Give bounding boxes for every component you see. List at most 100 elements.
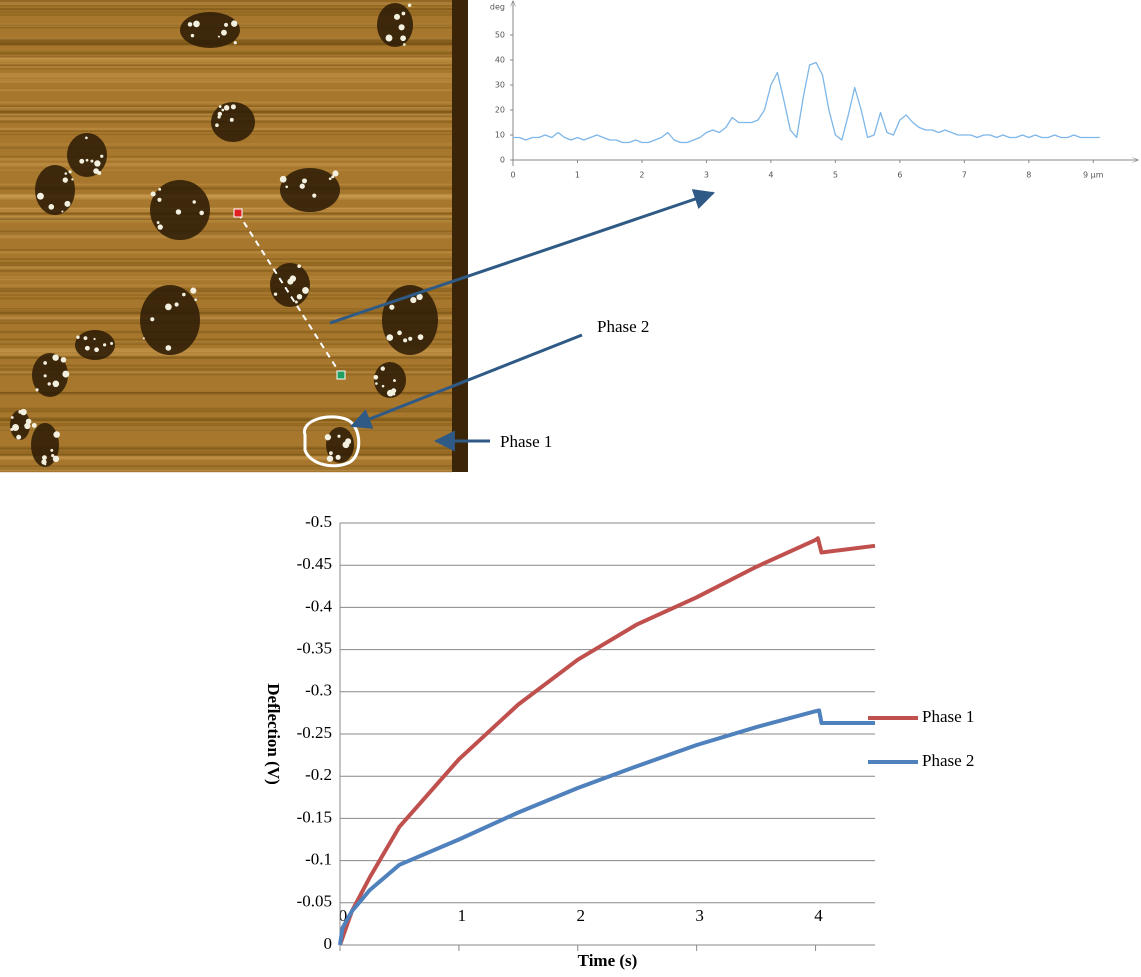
texture xyxy=(0,56,452,58)
texture xyxy=(0,187,452,190)
speck xyxy=(285,185,288,189)
speck xyxy=(157,224,163,230)
speck xyxy=(64,200,71,207)
speck xyxy=(84,346,88,350)
y-axis-title: deg xyxy=(490,3,505,12)
texture xyxy=(0,60,452,63)
texture xyxy=(0,310,452,312)
texture xyxy=(0,158,452,161)
arrow xyxy=(350,333,583,429)
speck xyxy=(385,34,393,42)
start-marker xyxy=(233,208,243,218)
texture xyxy=(0,316,452,320)
x-tick-label: 1 xyxy=(458,906,467,925)
y-tick-label: 0 xyxy=(500,156,505,165)
texture xyxy=(0,67,452,70)
speck xyxy=(397,330,402,336)
texture xyxy=(0,446,452,450)
speck xyxy=(50,448,54,452)
speck xyxy=(297,264,302,269)
texture xyxy=(0,212,452,215)
texture xyxy=(0,215,452,219)
texture xyxy=(0,368,452,371)
texture xyxy=(0,465,452,468)
texture xyxy=(0,169,452,171)
grain xyxy=(140,285,200,355)
texture xyxy=(0,11,452,14)
speck xyxy=(386,334,394,341)
grain xyxy=(270,263,310,307)
speck xyxy=(296,293,303,300)
texture xyxy=(0,80,452,83)
speck xyxy=(31,422,37,428)
speck xyxy=(83,336,88,341)
texture xyxy=(0,338,452,341)
texture xyxy=(0,58,452,61)
phase2-outline xyxy=(303,415,361,468)
texture xyxy=(0,7,452,11)
texture xyxy=(0,347,452,350)
texture xyxy=(0,427,452,431)
speck xyxy=(217,115,221,119)
x-tick-label: 7 xyxy=(962,171,967,180)
speck xyxy=(221,108,225,112)
y-tick-label: 40 xyxy=(495,56,505,65)
texture xyxy=(0,232,452,234)
texture xyxy=(0,196,452,200)
y-tick-label: -0.5 xyxy=(305,512,332,531)
end-marker xyxy=(336,370,346,380)
texture xyxy=(0,427,452,430)
texture xyxy=(0,162,452,165)
speck xyxy=(273,292,278,296)
texture xyxy=(0,251,452,254)
texture xyxy=(0,278,452,281)
speck xyxy=(328,177,332,181)
texture xyxy=(0,57,452,59)
grain xyxy=(10,410,30,440)
speck xyxy=(165,303,172,311)
speck xyxy=(399,27,403,30)
texture xyxy=(0,424,452,427)
texture xyxy=(0,418,452,422)
speck xyxy=(231,20,238,27)
texture xyxy=(0,234,452,236)
x-tick-label: 2 xyxy=(639,171,644,180)
texture xyxy=(0,269,452,272)
speck xyxy=(156,221,160,224)
speck xyxy=(187,22,193,27)
texture xyxy=(0,289,452,293)
speck xyxy=(35,388,39,392)
texture xyxy=(0,266,452,269)
speck xyxy=(190,287,197,294)
texture xyxy=(0,195,452,198)
texture xyxy=(0,372,452,376)
grain xyxy=(32,353,68,397)
x-tick-label: 3 xyxy=(695,906,704,925)
texture xyxy=(0,357,452,359)
speck xyxy=(337,434,341,438)
texture xyxy=(0,56,452,60)
speck xyxy=(41,459,47,465)
texture xyxy=(0,419,452,421)
texture xyxy=(0,63,452,65)
speck xyxy=(85,158,89,162)
texture xyxy=(0,235,452,239)
speck xyxy=(332,170,339,177)
x-tick-label: 1 xyxy=(575,171,580,180)
texture xyxy=(0,207,452,209)
speck xyxy=(37,192,44,200)
speck xyxy=(410,296,417,304)
texture xyxy=(0,467,452,470)
speck xyxy=(218,105,222,108)
texture xyxy=(0,453,452,457)
texture xyxy=(0,208,452,210)
texture xyxy=(0,391,452,394)
texture xyxy=(0,297,452,300)
speck xyxy=(233,41,237,45)
speck xyxy=(42,455,47,461)
texture xyxy=(0,407,452,410)
y-tick-label: -0.4 xyxy=(305,596,332,615)
speck xyxy=(142,337,145,340)
texture xyxy=(0,230,452,232)
speck xyxy=(158,187,162,191)
